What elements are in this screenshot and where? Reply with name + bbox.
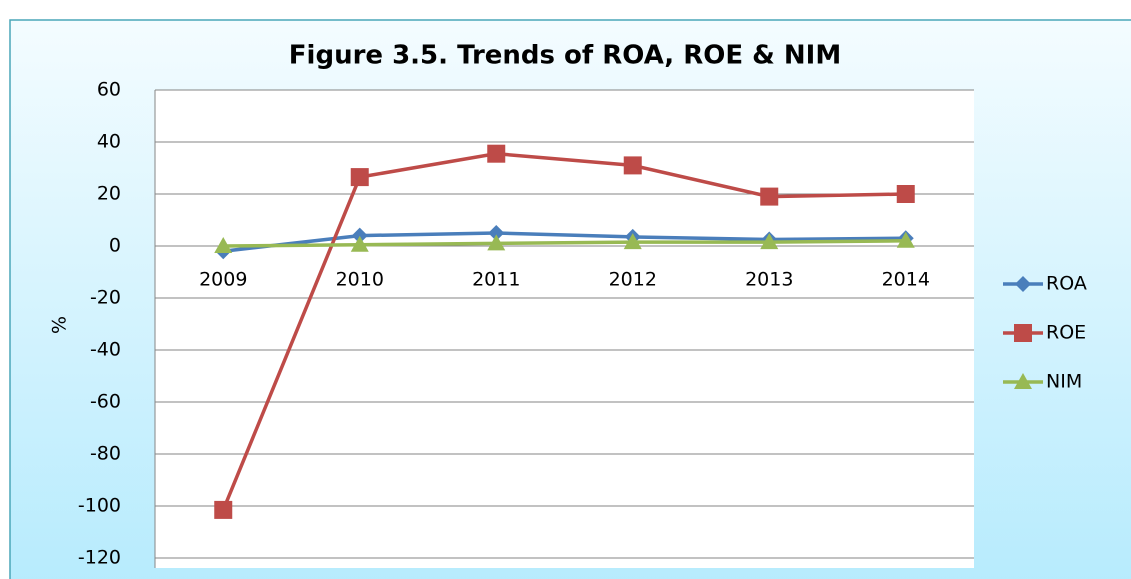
series-line xyxy=(223,231,906,253)
y-tick-label: 20 xyxy=(97,183,121,205)
y-tick-label: -60 xyxy=(90,391,121,413)
marker xyxy=(623,156,642,175)
y-tick-label: -100 xyxy=(78,495,121,517)
marker xyxy=(487,144,506,163)
marker xyxy=(487,234,506,251)
marker xyxy=(214,500,233,519)
marker xyxy=(350,168,369,187)
y-tick-label: 60 xyxy=(97,79,121,101)
marker xyxy=(351,227,368,244)
legend-label: ROE xyxy=(1046,322,1086,344)
y-tick-label: -80 xyxy=(90,443,121,465)
x-tick-label: 2010 xyxy=(336,269,384,291)
marker xyxy=(623,233,642,250)
plot-area xyxy=(155,90,974,568)
marker xyxy=(896,185,915,203)
marker xyxy=(1014,373,1032,389)
x-tick-label: 2014 xyxy=(882,269,930,291)
chart-title: Figure 3.5. Trends of ROA, ROE & NIM xyxy=(289,41,841,71)
marker xyxy=(214,237,233,253)
legend-label: NIM xyxy=(1046,371,1082,393)
marker xyxy=(760,187,779,206)
y-tick-label: -20 xyxy=(90,287,121,309)
y-tick-label: 0 xyxy=(109,235,121,257)
x-tick-label: 2009 xyxy=(199,269,247,291)
marker xyxy=(760,233,779,250)
legend-label: ROA xyxy=(1046,273,1087,295)
marker xyxy=(1014,324,1032,342)
series-line xyxy=(223,239,906,248)
x-tick-label: 2012 xyxy=(609,269,657,291)
y-tick-label: -120 xyxy=(78,547,121,569)
x-tick-label: 2011 xyxy=(472,269,520,291)
marker xyxy=(896,231,915,248)
series-line xyxy=(221,151,906,511)
marker xyxy=(1015,276,1031,292)
marker xyxy=(350,235,369,252)
y-tick-label: 40 xyxy=(97,131,121,153)
y-tick-label: -40 xyxy=(90,339,121,361)
marker xyxy=(488,225,505,241)
y-axis-title: % xyxy=(49,316,71,334)
x-tick-label: 2013 xyxy=(745,269,793,291)
